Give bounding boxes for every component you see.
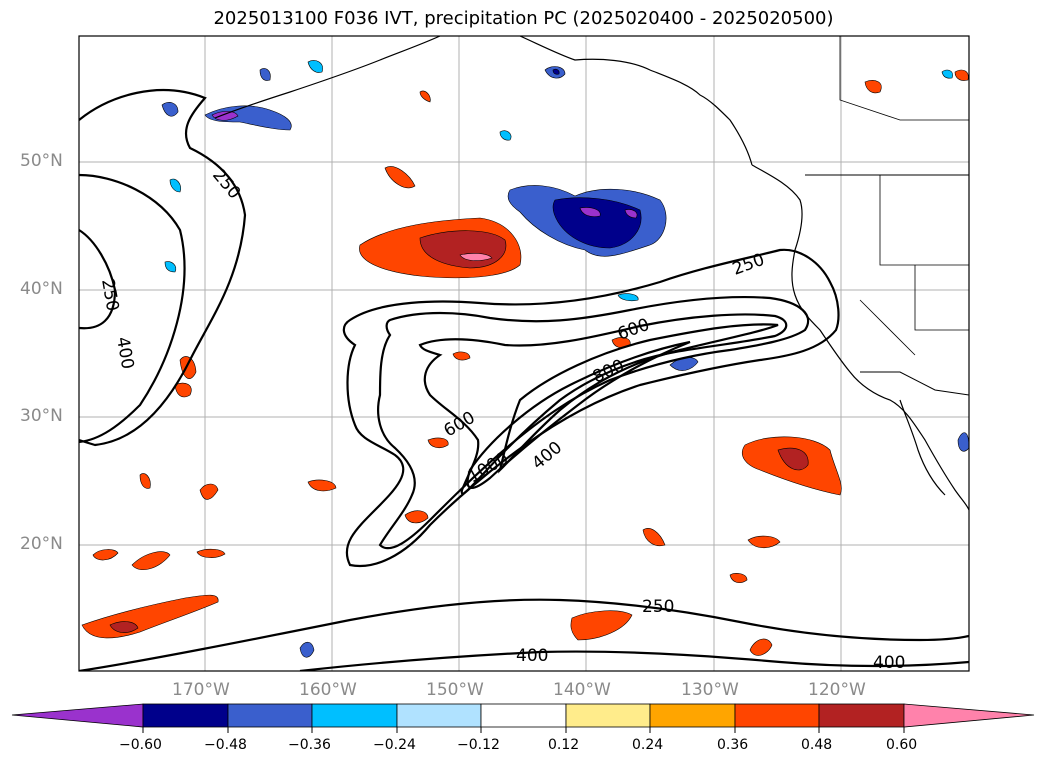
ivt-contour-250-west (79, 89, 247, 447)
coastlines (214, 36, 969, 511)
colorbar-tick-label: 0.60 (886, 737, 918, 753)
colorbar-tick-label: 0.48 (801, 737, 833, 753)
ivt-contours (79, 89, 969, 671)
colorbar (11, 703, 1035, 733)
state-borders (839, 36, 969, 356)
ivt-contour-400-south (299, 650, 969, 671)
lat-label-30n: 30°N (20, 406, 63, 426)
ivt-contour-250-south (79, 598, 969, 671)
lon-label-120w: 120°W (808, 680, 866, 700)
map-title: 2025013100 F036 IVT, precipitation PC (2… (213, 8, 834, 29)
colorbar-extend-left (11, 703, 144, 728)
colorbar-extend-right (903, 703, 1035, 728)
map-frame (78, 35, 970, 672)
precip-negative-areas (161, 60, 969, 658)
ivt-contour-250-main (342, 248, 840, 568)
lon-label-170w: 170°W (172, 680, 230, 700)
ivt-contour-400-west (79, 173, 186, 444)
alaska-coast (214, 36, 441, 119)
precip-positive-areas (81, 69, 969, 656)
contour-label: 400 (516, 646, 548, 666)
contour-label: 250 (642, 597, 674, 617)
lon-label-160w: 160°W (299, 680, 357, 700)
colorbar-tick-label: −0.48 (204, 737, 247, 753)
ivt-contour-1000 (466, 340, 691, 489)
colorbar-tick-label: −0.36 (288, 737, 331, 753)
map-area (79, 36, 969, 671)
us-mexico-border (860, 371, 969, 396)
lon-label-150w: 150°W (426, 680, 484, 700)
contour-label: 400 (873, 653, 905, 673)
ivt-contour-250-inner (79, 229, 117, 330)
lon-label-130w: 130°W (681, 680, 739, 700)
colorbar-tick-label: −0.12 (457, 737, 500, 753)
north-america-coast (751, 164, 969, 511)
colorbar-tick-label: −0.24 (373, 737, 416, 753)
ivt-contour-600 (418, 313, 788, 495)
colorbar-tick-label: 0.24 (632, 737, 664, 753)
lon-label-140w: 140°W (553, 680, 611, 700)
lat-label-50n: 50°N (20, 151, 63, 171)
colorbar-tick-label: 0.12 (548, 737, 580, 753)
colorbar-tick-label: 0.36 (717, 737, 749, 753)
lat-label-20n: 20°N (20, 534, 63, 554)
lat-label-40n: 40°N (20, 279, 63, 299)
colorbar-tick-label: −0.60 (119, 737, 162, 753)
